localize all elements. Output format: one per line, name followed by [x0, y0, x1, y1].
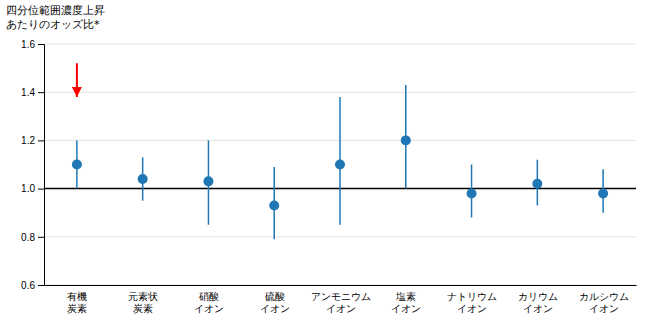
- tick: 塩素イオン: [391, 291, 421, 314]
- tick: 1.6: [21, 39, 44, 50]
- tick-mark: [38, 237, 44, 238]
- tick-label: 1.2: [21, 135, 35, 146]
- point: [72, 160, 82, 170]
- tick-label: ナトリウムイオン: [447, 291, 497, 314]
- chart: 0.6 0.8 1.0 1.2 1.4 1.6 有機炭素 元素状炭素 硝酸イオン 硫酸イオンアンモ…: [0, 0, 652, 327]
- tick-label: カルシウムイオン: [579, 291, 629, 314]
- tick: アンモニウムイオン: [311, 291, 371, 314]
- tick-label: 硫酸イオン: [260, 291, 290, 314]
- tick: カルシウムイオン: [579, 291, 629, 314]
- tick-label: 有機炭素: [67, 291, 87, 314]
- tick-mark: [38, 285, 44, 286]
- point: [203, 176, 213, 186]
- tick-label: 0.6: [21, 280, 35, 291]
- tick-label: 塩素イオン: [391, 291, 421, 314]
- point: [138, 174, 148, 184]
- tick: 元素状炭素: [128, 291, 158, 314]
- grid-line: [44, 285, 636, 286]
- tick: 0.8: [21, 232, 44, 243]
- tick-label: 0.8: [21, 232, 35, 243]
- tick-label: カリウムイオン: [518, 291, 558, 314]
- marks: [44, 63, 636, 239]
- point: [532, 179, 542, 189]
- grid-line: [44, 236, 636, 237]
- arrow: [76, 63, 78, 97]
- tick: 有機炭素: [67, 291, 87, 314]
- y-axis-title: 四分位範囲濃度上昇あたりのオッズ比*: [6, 4, 105, 31]
- axis-line: [38, 45, 45, 286]
- y-axis: 0.6 0.8 1.0 1.2 1.4 1.6: [21, 39, 44, 291]
- point: [598, 188, 608, 198]
- point: [401, 135, 411, 145]
- tick: カリウムイオン: [518, 291, 558, 314]
- point: [467, 188, 477, 198]
- tick: 硝酸イオン: [194, 291, 224, 314]
- tick: 1.4: [21, 87, 44, 98]
- point: [269, 200, 279, 210]
- tick: ナトリウムイオン: [447, 291, 497, 314]
- point: [335, 160, 345, 170]
- tick: 1.2: [21, 135, 44, 146]
- tick-mark: [38, 92, 44, 93]
- tick-mark: [38, 189, 44, 190]
- tick: 硫酸イオン: [260, 291, 290, 314]
- tick-label: 1.6: [21, 39, 35, 50]
- tick-mark: [38, 44, 44, 45]
- tick: 1.0: [21, 183, 44, 194]
- x-axis: 有機炭素 元素状炭素 硝酸イオン 硫酸イオンアンモニウムイオン塩素イオン ナトリウムイオ…: [45, 286, 637, 315]
- plot-area: 0.6 0.8 1.0 1.2 1.4 1.6 有機炭素 元素状炭素 硝酸イオン 硫酸イオンアンモ…: [21, 39, 636, 314]
- axis-line: [45, 285, 637, 286]
- tick-label: 硝酸イオン: [194, 291, 224, 314]
- tick: 0.6: [21, 280, 44, 291]
- grid: [44, 44, 636, 285]
- tick-mark: [38, 140, 44, 141]
- grid-line: [44, 44, 636, 45]
- grid-line: [44, 92, 636, 93]
- tick-label: 元素状炭素: [128, 291, 158, 314]
- tick-label: 1.0: [21, 183, 35, 194]
- tick-label: アンモニウムイオン: [311, 291, 371, 314]
- tick-label: 1.4: [21, 87, 35, 98]
